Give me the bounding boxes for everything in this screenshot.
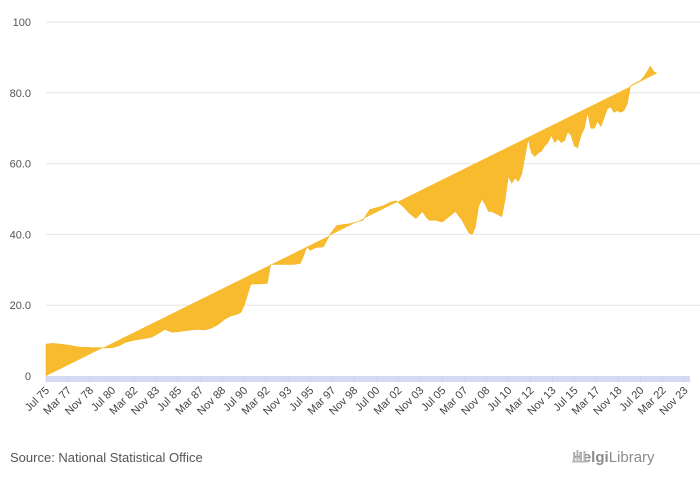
brand-logo: Helgi Library — [572, 449, 655, 466]
series-area — [45, 65, 658, 376]
y-tick-label: 20.0 — [10, 300, 31, 312]
library-icon — [572, 450, 588, 463]
y-tick-label: 0 — [25, 371, 31, 383]
y-tick-label: 60.0 — [10, 159, 31, 171]
y-tick-label: 40.0 — [10, 229, 31, 241]
brand-name-light: Library — [608, 449, 655, 466]
x-axis-band-rect — [46, 376, 690, 382]
x-axis-band — [46, 376, 690, 382]
y-tick-label: 80.0 — [10, 88, 31, 100]
y-axis: 0 20.0 40.0 60.0 80.0 100 — [10, 17, 31, 383]
y-tick-label: 100 — [13, 17, 31, 29]
source-note: Source: National Statistical Office — [10, 450, 203, 465]
series-area-path — [45, 65, 658, 376]
gridlines — [46, 21, 700, 306]
